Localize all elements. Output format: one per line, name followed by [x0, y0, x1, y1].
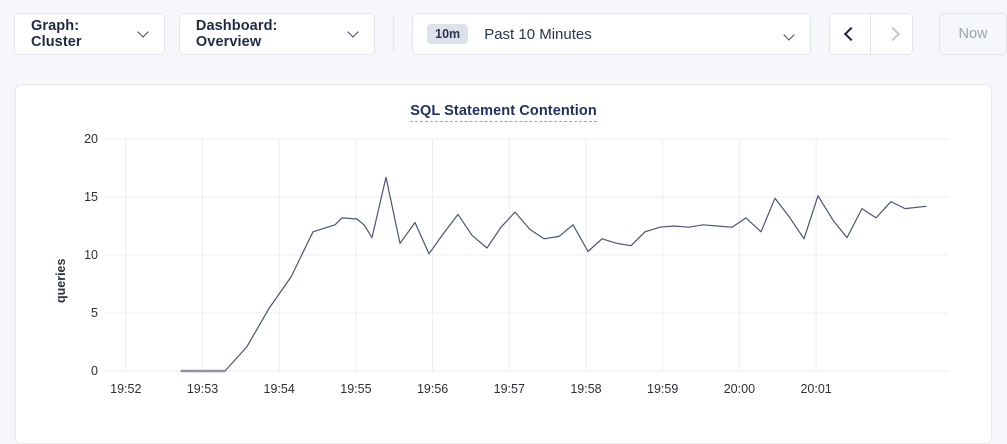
- graph-selector-label: Graph: Cluster: [31, 18, 82, 50]
- chevron-down-icon: [139, 28, 148, 37]
- now-button-label: Now: [958, 26, 988, 42]
- chevron-right-icon: [887, 29, 897, 39]
- line-chart: 0 5 10 15 20 19:52 19:53 19:54 19:55 19:56 19:57 19…: [84, 132, 948, 396]
- x-tick-label: 19:59: [647, 382, 678, 396]
- time-nav-group: [829, 13, 914, 55]
- x-tick-label: 19:53: [187, 382, 218, 396]
- series-line-queries[interactable]: [180, 176, 927, 372]
- y-axis-label: queries: [54, 258, 68, 303]
- prev-time-button[interactable]: [829, 13, 872, 55]
- chart-title: SQL Statement Contention: [16, 103, 991, 122]
- x-tick-label: 19:52: [110, 382, 141, 396]
- x-tick-label: 20:01: [800, 382, 831, 396]
- x-tick-label: 19:57: [494, 382, 525, 396]
- now-button[interactable]: Now: [939, 13, 1007, 55]
- toolbar-divider: [393, 17, 395, 51]
- y-tick-label: 10: [84, 248, 98, 262]
- y-tick-label: 0: [91, 364, 98, 378]
- y-tick-label: 20: [84, 132, 98, 146]
- time-range-label: Past 10 Minutes: [484, 25, 592, 43]
- dashboard-selector-label: Dashboard: Overview: [195, 18, 278, 50]
- chevron-left-icon: [845, 29, 855, 39]
- dashboard-page: Graph: Cluster Dashboard: Overview 10m P…: [0, 0, 1007, 432]
- x-tick-label: 19:58: [570, 382, 601, 396]
- time-range-selector[interactable]: 10m Past 10 Minutes: [412, 13, 812, 55]
- y-tick-label: 15: [84, 190, 98, 204]
- graph-selector[interactable]: Graph: Cluster: [14, 13, 165, 55]
- x-tick-label: 19:55: [340, 382, 371, 396]
- x-tick-label: 19:56: [417, 382, 448, 396]
- chart-title-text[interactable]: SQL Statement Contention: [410, 103, 597, 122]
- next-time-button[interactable]: [871, 13, 914, 55]
- dashboard-selector[interactable]: Dashboard: Overview: [178, 13, 376, 55]
- chevron-down-icon: [785, 31, 794, 40]
- toolbar: Graph: Cluster Dashboard: Overview 10m P…: [0, 0, 1007, 68]
- chart-plot-area: queries 0 5 10 15 20 19:52 19:53 19:54 19:55 19:5…: [16, 85, 991, 443]
- y-tick-label: 5: [91, 306, 98, 320]
- x-tick-label: 20:00: [724, 382, 755, 396]
- x-tick-label: 19:54: [264, 382, 295, 396]
- time-range-badge: 10m: [427, 23, 469, 45]
- chevron-down-icon: [349, 28, 358, 37]
- chart-card: SQL Statement Contention queries 0 5 10 15 2…: [15, 84, 992, 444]
